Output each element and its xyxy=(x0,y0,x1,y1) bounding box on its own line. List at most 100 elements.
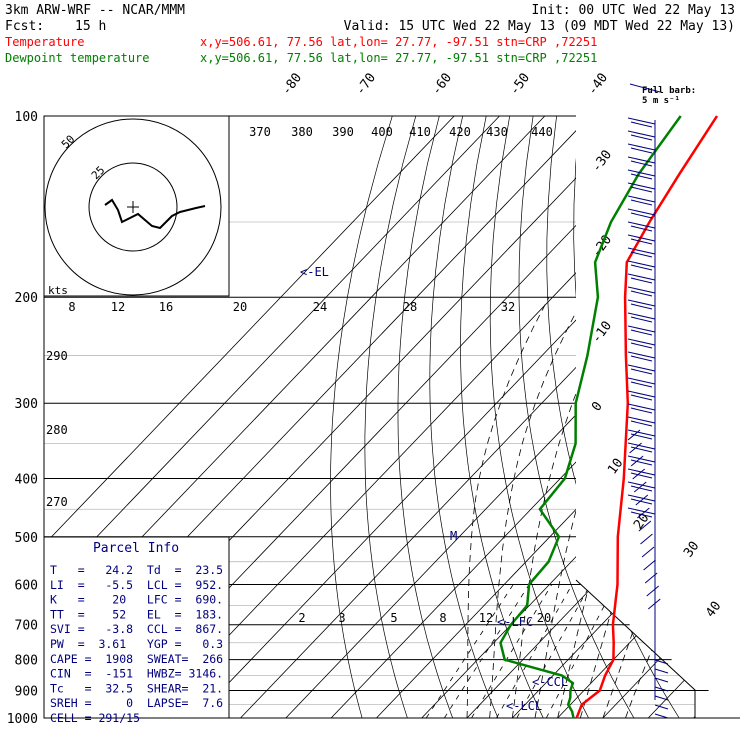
barb-key-line1: Full barb: xyxy=(642,86,696,96)
hodograph-units: kts xyxy=(48,284,68,297)
mixing-ratio-label: 2 xyxy=(298,611,305,625)
wind-barb xyxy=(627,507,656,515)
parcel-row: SVI = -3.8 CCL = 867. xyxy=(50,622,223,636)
wind-barb xyxy=(640,533,653,545)
wind-barb xyxy=(630,420,653,427)
pressure-label: 100 xyxy=(15,110,38,125)
dry-adiabat xyxy=(518,116,635,718)
profiles: <-EL <-LFC <-CCL <-LCL M xyxy=(300,115,719,719)
theta-label: 380 xyxy=(291,125,313,139)
legend-temperature-info: x,y=506.61, 77.56 lat,lon= 27.77, -97.51… xyxy=(200,35,597,49)
wind-barb xyxy=(641,546,655,558)
dry-adiabat xyxy=(697,116,740,718)
mixing-ratio-line xyxy=(471,584,553,718)
wind-barb xyxy=(646,585,660,597)
pressure-label: 200 xyxy=(15,291,38,306)
level-m: M xyxy=(450,529,457,543)
wind-barb xyxy=(629,442,642,454)
pressure-label: 600 xyxy=(15,578,38,593)
barb-key-line2: 5 m s⁻¹ xyxy=(642,96,680,106)
wind-barb xyxy=(627,416,656,424)
isotherm xyxy=(44,116,500,718)
parcel-row: CELL = 291/15 xyxy=(50,711,140,725)
wind-barb xyxy=(654,695,669,701)
dewpoint-line xyxy=(499,115,682,719)
wind-barb xyxy=(630,173,653,180)
wind-barb xyxy=(630,199,653,206)
hodograph-ring-outer xyxy=(44,118,222,296)
wind-barb xyxy=(627,325,656,333)
parcel-row: TT = 52 EL = 183. xyxy=(50,607,223,621)
model-title: 3km ARW-WRF -- NCAR/MMM xyxy=(5,3,185,18)
mixing-ratio-label: 3 xyxy=(338,611,345,625)
theta-label: 410 xyxy=(409,125,431,139)
mixing-ratio-label: 12 xyxy=(479,611,493,625)
wind-barb xyxy=(633,481,647,493)
parcel-row: SREH = 0 LAPSE= 7.6 xyxy=(50,696,223,710)
pressure-label: 300 xyxy=(15,397,38,412)
wind-barb xyxy=(630,472,653,479)
isotherm xyxy=(421,116,695,718)
wind-barb xyxy=(627,338,656,346)
moist-adiabat xyxy=(625,296,695,718)
dry-adiabat xyxy=(489,116,589,718)
wind-barb xyxy=(627,390,656,398)
wind-barb xyxy=(635,494,649,506)
wind-barb xyxy=(630,277,653,284)
wind-barbs xyxy=(627,83,669,719)
wind-barb xyxy=(630,446,653,453)
theta-label: 430 xyxy=(486,125,508,139)
isotherm xyxy=(647,116,695,718)
wind-barb xyxy=(630,134,653,141)
dry-adiabat xyxy=(624,116,695,718)
valid-time: Valid: 15 UTC Wed 22 May 13 (09 MDT Wed … xyxy=(344,19,735,34)
dry-adiabat xyxy=(364,116,417,718)
isotherm-label: -40 xyxy=(585,71,611,99)
pressure-label: 400 xyxy=(15,472,38,487)
parcel-row: PW = 3.61 YGP = 0.3 xyxy=(50,637,223,651)
mixing-ratio-line xyxy=(516,584,591,718)
wind-barb xyxy=(630,147,653,154)
isotherm xyxy=(240,116,695,718)
theta-label: 420 xyxy=(449,125,471,139)
isotherm-label: 40 xyxy=(703,599,724,620)
level-el: <-EL xyxy=(300,265,329,279)
temperature-line xyxy=(575,115,719,719)
wind-barb xyxy=(627,273,656,281)
speed-label: 28 xyxy=(403,300,417,314)
speed-label: 12 xyxy=(111,300,125,314)
parcel-row: T = 24.2 Td = 23.5 xyxy=(50,563,223,577)
pressure-label: 700 xyxy=(15,619,38,634)
wind-barb xyxy=(630,407,653,414)
pressure-label: 800 xyxy=(15,654,38,669)
isotherm-label: -60 xyxy=(429,71,455,99)
mixing-ratio-label: 8 xyxy=(439,611,446,625)
speed-label: 20 xyxy=(233,300,247,314)
legend-temperature: Temperature xyxy=(5,35,84,49)
pressure-label: 1000 xyxy=(7,712,38,727)
mixing-ratio-line xyxy=(425,584,514,718)
theta-low-label: 290 xyxy=(46,349,68,363)
mixing-ratio-label: 5 xyxy=(390,611,397,625)
wind-barb xyxy=(637,507,650,519)
wind-barb xyxy=(630,329,653,336)
wind-barb xyxy=(627,260,656,268)
wind-barb xyxy=(627,377,656,385)
parcel-row: CAPE = 1908 SWEAT= 266 xyxy=(50,652,223,666)
speed-label: 16 xyxy=(159,300,173,314)
isotherm-label: -70 xyxy=(353,71,379,99)
wind-barb xyxy=(630,459,653,466)
wind-barb xyxy=(627,182,656,190)
wind-barb xyxy=(627,143,656,151)
wind-barb xyxy=(627,234,656,242)
isotherm-label: -80 xyxy=(279,71,305,99)
wind-barb xyxy=(644,572,658,584)
wind-barb xyxy=(630,303,653,310)
isotherm-label: 10 xyxy=(605,456,626,477)
isotherm xyxy=(512,116,695,718)
wind-barb xyxy=(630,381,653,388)
wind-barb xyxy=(627,481,656,489)
wind-barb xyxy=(627,299,656,307)
